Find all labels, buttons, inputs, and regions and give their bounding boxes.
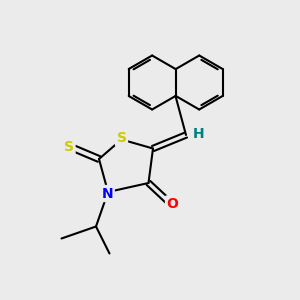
Text: H: H [193,127,204,140]
Text: S: S [116,131,127,145]
Text: S: S [64,140,74,154]
Text: N: N [102,187,113,200]
Text: O: O [167,197,178,211]
